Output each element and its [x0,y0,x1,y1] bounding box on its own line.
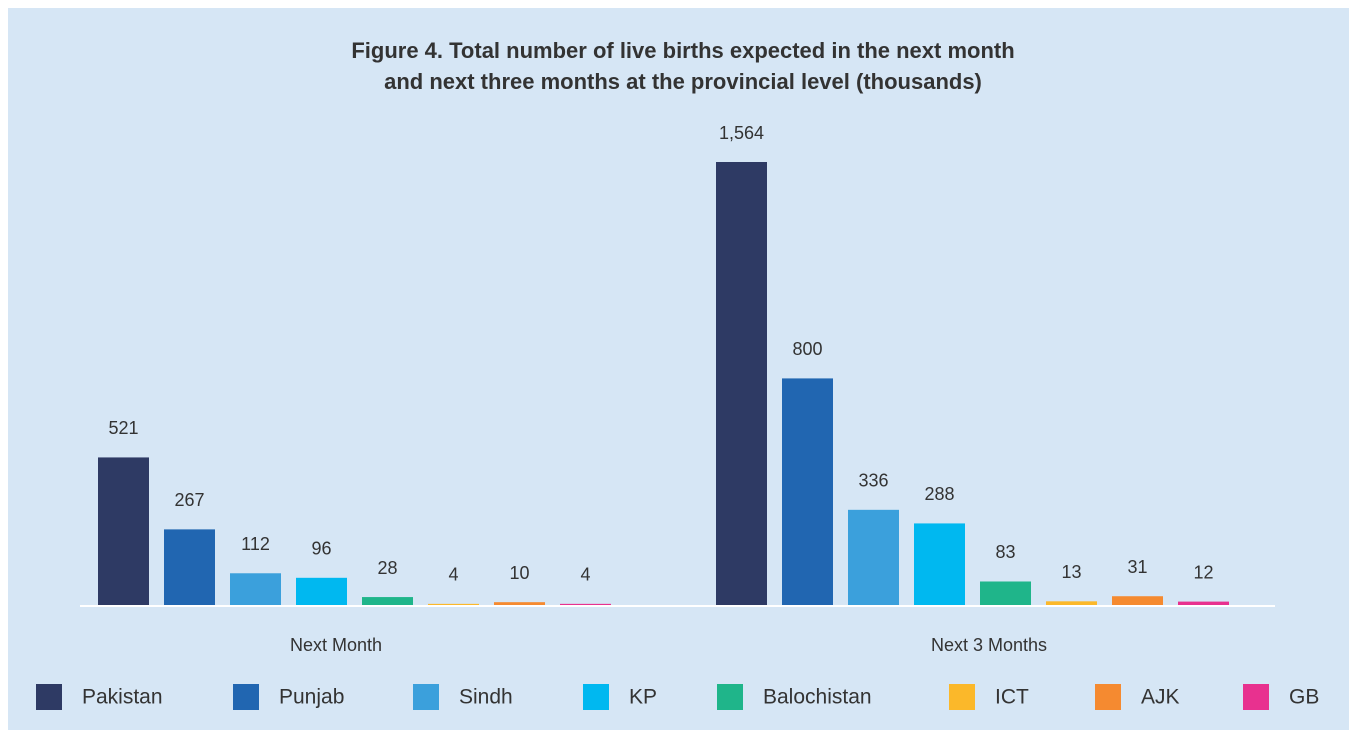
data-label: 96 [311,539,331,559]
legend-swatch [413,684,439,710]
legend-item: KP [583,684,657,710]
x-tick-label: Next 3 Months [931,635,1047,655]
data-label: 112 [241,534,270,554]
data-label: 31 [1127,557,1147,577]
legend-swatch [36,684,62,710]
legend-swatch [1095,684,1121,710]
data-label: 10 [509,563,529,583]
legend-label: Punjab [279,686,344,709]
legend-swatch [717,684,743,710]
bar [494,602,545,605]
legend-item: ICT [949,684,1029,710]
bar [716,162,767,605]
legend-label: Pakistan [82,686,163,709]
data-label: 13 [1061,562,1081,582]
data-label: 28 [377,558,397,578]
data-label: 336 [858,471,888,491]
x-tick-label: Next Month [290,635,382,655]
legend-swatch [1243,684,1269,710]
bar [296,577,347,605]
legend-label: KP [629,686,657,709]
data-label: 83 [995,542,1015,562]
data-label: 12 [1193,562,1213,582]
legend-label: ICT [995,686,1029,709]
panel [8,8,1349,730]
legend-item: Pakistan [36,684,163,710]
legend-item: Balochistan [717,684,872,710]
legend-item: Sindh [413,684,513,710]
data-label: 288 [924,484,954,504]
legend-item: GB [1243,684,1319,710]
bar [362,597,413,605]
legend-swatch [233,684,259,710]
bar [1046,601,1097,605]
legend-item: Punjab [233,684,344,710]
legend-swatch [583,684,609,710]
data-label: 800 [792,339,822,359]
data-label: 4 [580,565,590,585]
bar [848,509,899,605]
chart-title: Figure 4. Total number of live births ex… [351,38,1014,94]
legend-label: GB [1289,686,1319,709]
bar [980,581,1031,605]
legend-label: Sindh [459,686,513,709]
data-label: 1,564 [719,123,764,143]
bar [1178,601,1229,605]
data-label: 4 [448,565,458,585]
data-label: 521 [108,418,138,438]
bar [782,378,833,605]
legend-label: Balochistan [763,686,872,709]
legend-swatch [949,684,975,710]
bar [98,457,149,605]
legend-label: AJK [1141,686,1180,709]
bar [230,573,281,605]
bar [914,523,965,605]
data-label: 267 [174,490,204,510]
bar [164,529,215,605]
bar [428,603,479,605]
bar [1112,596,1163,605]
bar [560,603,611,605]
legend-item: AJK [1095,684,1180,710]
